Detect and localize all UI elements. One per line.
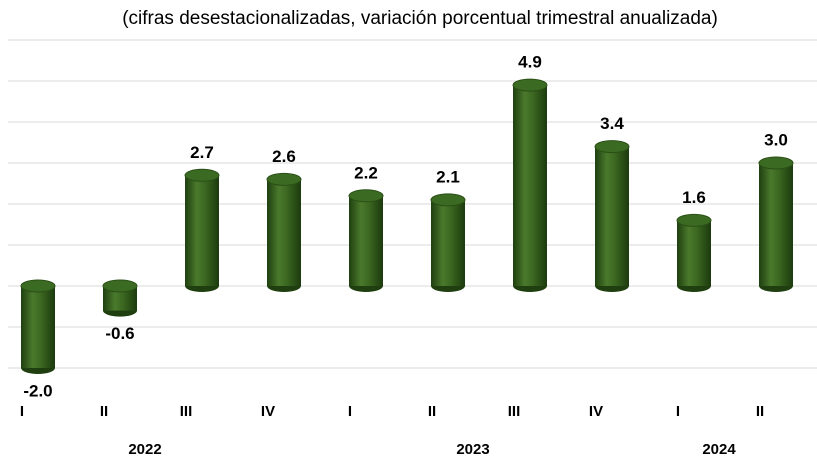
x-tick-label: II — [756, 403, 764, 420]
bar — [513, 85, 547, 286]
value-label: 2.7 — [190, 143, 214, 162]
bar — [21, 286, 55, 368]
bar-top — [512, 78, 548, 92]
bar — [677, 220, 711, 286]
bar — [267, 179, 301, 286]
bar — [349, 195, 383, 286]
x-tick-label: IV — [261, 403, 275, 420]
value-label: 2.6 — [272, 147, 296, 166]
bar-top — [20, 279, 56, 293]
bar-group — [184, 168, 220, 292]
x-group-label: 2022 — [128, 441, 161, 458]
value-label: 2.1 — [436, 167, 460, 186]
bar-group — [676, 213, 712, 292]
bar-top — [430, 193, 466, 207]
x-tick-label: II — [100, 403, 108, 420]
value-label: 1.6 — [682, 188, 706, 207]
value-label: 3.4 — [600, 114, 624, 133]
bar-group — [594, 140, 630, 292]
x-tick-label: III — [508, 403, 521, 420]
bar — [595, 146, 629, 286]
bar-group — [512, 78, 548, 292]
bar-top — [758, 156, 794, 170]
x-tick-label: IV — [589, 403, 603, 420]
value-label: -2.0 — [23, 381, 52, 400]
x-group-label: 2023 — [456, 441, 489, 458]
bar-group — [20, 279, 56, 374]
chart-title: (cifras desestacionalizadas, variación p… — [122, 8, 718, 29]
bar-group — [102, 279, 138, 317]
bar-top — [676, 213, 712, 227]
x-tick-label: I — [20, 403, 24, 420]
bar-top — [102, 279, 138, 293]
value-label: 2.2 — [354, 163, 378, 182]
bar-group — [430, 193, 466, 292]
value-label: -0.6 — [105, 324, 134, 343]
bar-group — [348, 189, 384, 292]
bar — [759, 163, 793, 286]
value-label: 3.0 — [764, 130, 788, 149]
x-tick-label: II — [428, 403, 436, 420]
bar-top — [184, 168, 220, 182]
bar — [185, 175, 219, 286]
value-label: 4.9 — [518, 53, 542, 72]
bar-group — [758, 156, 794, 292]
bar-top — [594, 140, 630, 154]
bar-group — [266, 172, 302, 292]
x-group-label: 2024 — [702, 441, 736, 458]
x-tick-label: I — [348, 403, 352, 420]
bar-top — [266, 172, 302, 186]
x-tick-label: III — [180, 403, 193, 420]
bar — [431, 199, 465, 286]
x-tick-label: I — [676, 403, 680, 420]
bar-top — [348, 189, 384, 203]
